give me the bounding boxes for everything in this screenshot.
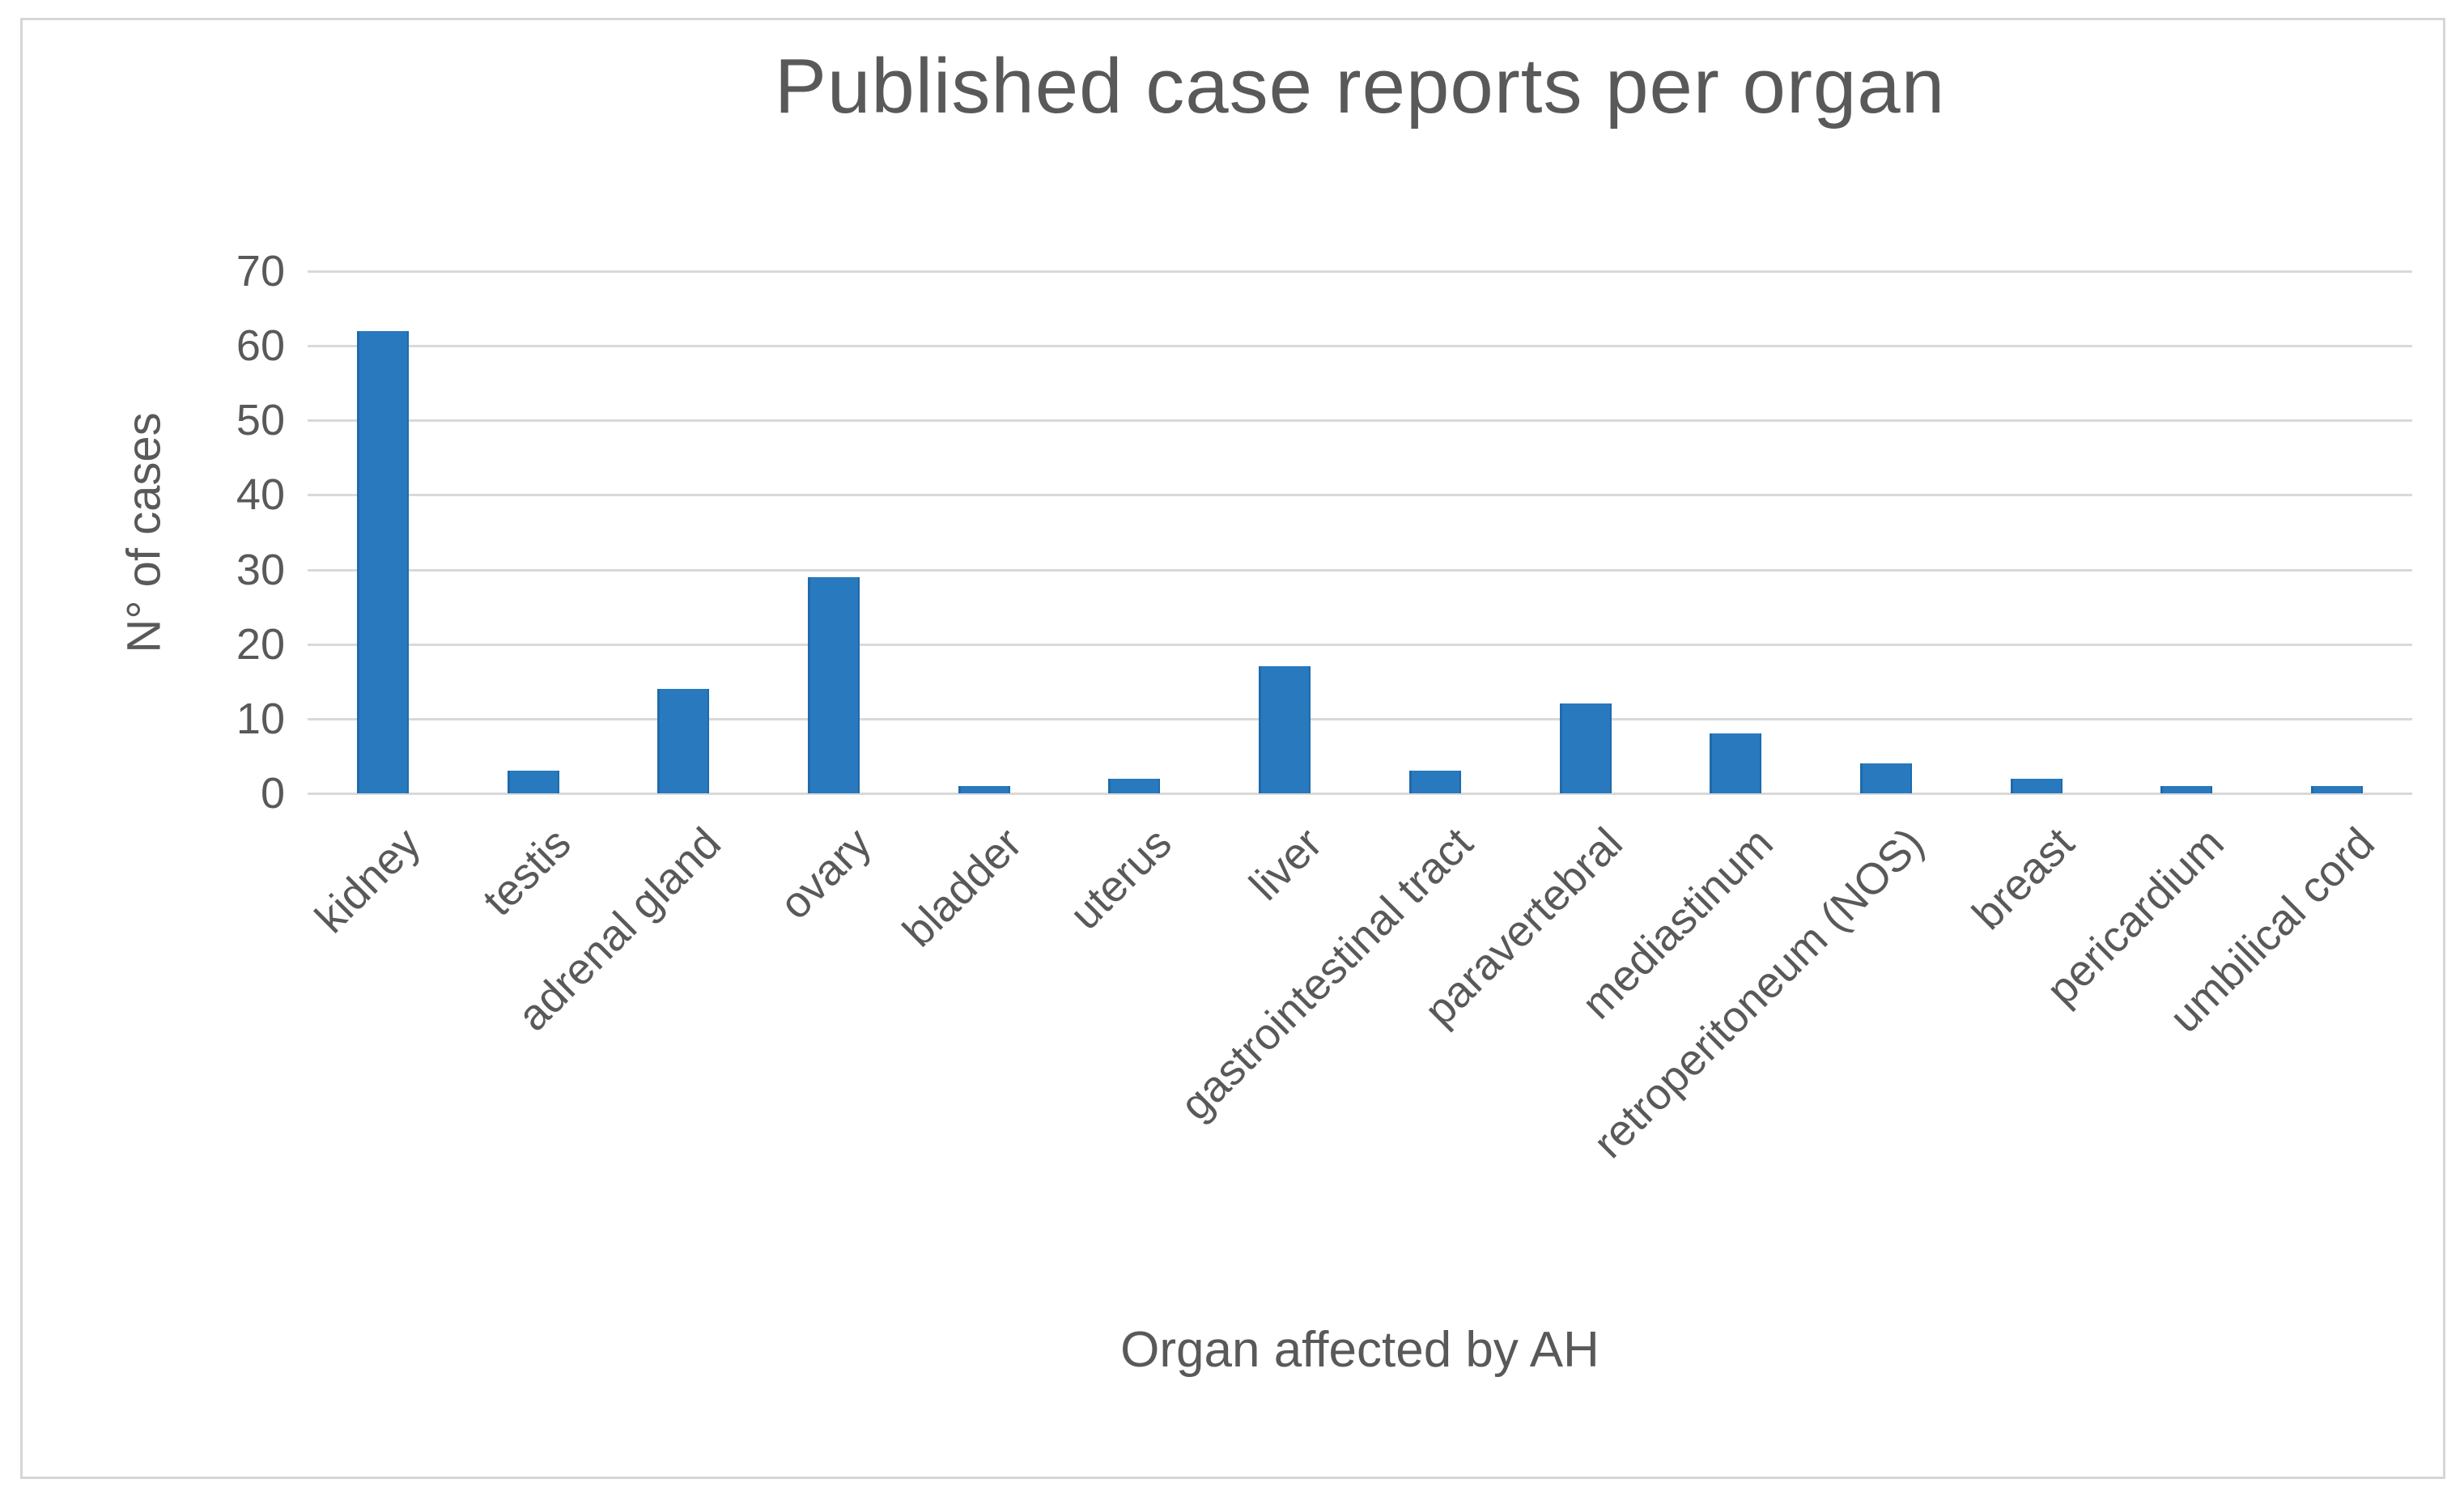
bar-bladder bbox=[958, 785, 1010, 793]
gridline-y-10 bbox=[308, 717, 2412, 720]
y-tick-label-10: 10 bbox=[236, 694, 285, 743]
x-axis-title: Organ affected by AH bbox=[1120, 1322, 1599, 1378]
y-tick-label-70: 70 bbox=[236, 247, 285, 295]
y-tick-label-50: 50 bbox=[236, 396, 285, 445]
bar-mediastinum bbox=[1710, 733, 1762, 793]
bar-gastrointestinal-tract bbox=[1408, 771, 1461, 793]
y-tick-label-40: 40 bbox=[236, 470, 285, 520]
gridline-y-40 bbox=[308, 494, 2412, 497]
bar-pericardium bbox=[2160, 785, 2213, 793]
bar-ovary bbox=[808, 576, 860, 793]
gridline-y-70 bbox=[308, 270, 2412, 273]
gridline-y-60 bbox=[308, 345, 2412, 348]
bar-umbilical-cord bbox=[2311, 785, 2364, 793]
y-axis-title: N° of cases bbox=[117, 412, 171, 653]
chart-title: Published case reports per organ bbox=[774, 43, 1946, 130]
bar-liver bbox=[1259, 666, 1311, 793]
bar-retroperitoneum-nos- bbox=[1860, 763, 1912, 793]
y-tick-label-30: 30 bbox=[236, 545, 285, 594]
bar-testis bbox=[507, 771, 559, 793]
y-tick-label-20: 20 bbox=[236, 619, 285, 669]
y-tick-label-0: 0 bbox=[260, 769, 285, 818]
y-tick-label-60: 60 bbox=[236, 321, 285, 371]
gridline-y-0 bbox=[308, 793, 2412, 795]
plot-area bbox=[308, 270, 2412, 795]
gridline-y-50 bbox=[308, 419, 2412, 423]
bar-uterus bbox=[1108, 778, 1161, 793]
figure-border bbox=[20, 18, 2445, 1479]
bar-paravertebral bbox=[1559, 703, 1612, 793]
gridline-y-20 bbox=[308, 643, 2412, 646]
bar-kidney bbox=[356, 330, 409, 793]
bar-breast bbox=[2010, 778, 2063, 793]
gridline-y-30 bbox=[308, 568, 2412, 572]
bar-adrenal-gland bbox=[657, 689, 710, 793]
